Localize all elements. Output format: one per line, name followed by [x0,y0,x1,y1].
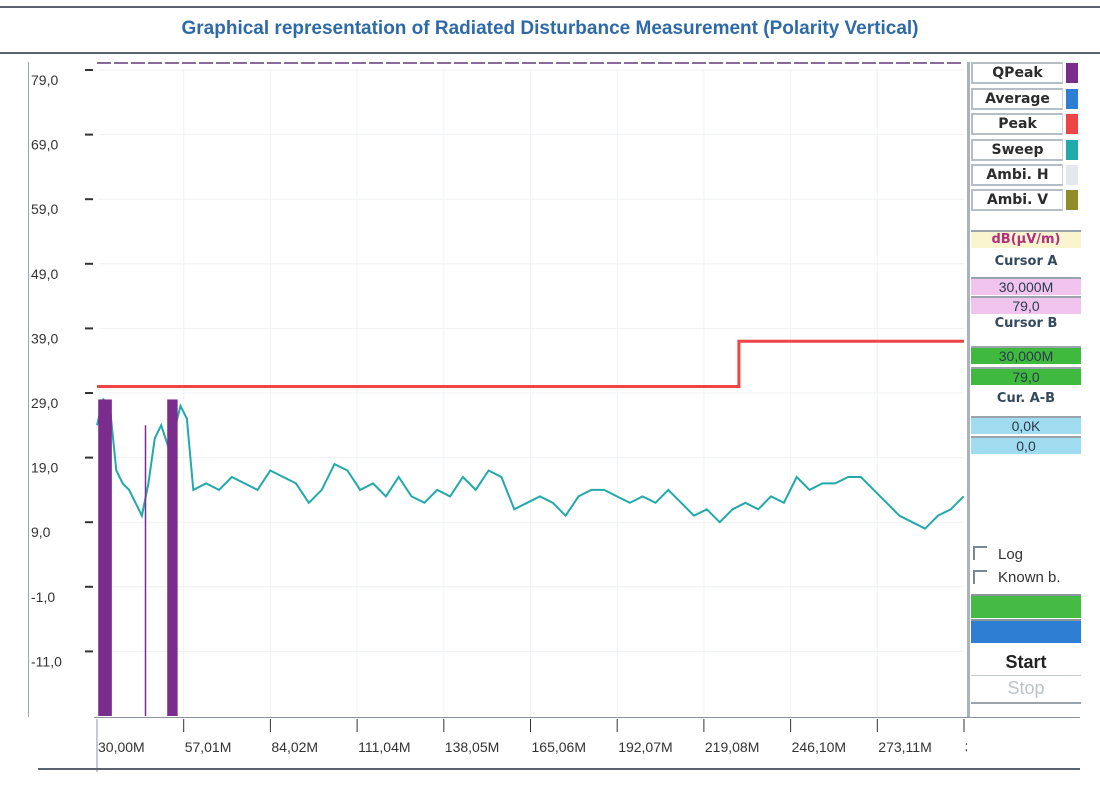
y-tick-label: 19,0 [31,460,58,476]
x-tick-label: 246,10M [792,739,846,755]
qpeak-bar [173,399,178,716]
x-tick-label: 111,04M [358,739,410,755]
known-b-label: Known b. [998,569,1061,586]
panel-edge [967,62,970,717]
y-tick-label: 49,0 [31,266,58,282]
unit-label: dB(µV/m) [971,230,1081,248]
y-tick-label: 29,0 [31,395,58,411]
top-rule [0,6,1100,8]
legend-swatch [1066,165,1078,185]
x-tick-label: 138,05M [445,739,499,755]
x-tick-label: 165,06M [532,739,586,755]
legend-swatch [1066,63,1078,83]
qpeak-bar [170,399,175,716]
qpeak-bar [101,399,106,716]
known-b-checkbox[interactable] [973,570,987,584]
chart-canvas: 79,0 69,0 59,0 49,0 39,0 29,0 19,0 9,0 -1,0 -11,0… [31,62,967,772]
qpeak-bar [104,399,109,716]
qpeak-bar [107,399,112,716]
legend-item-qpeak[interactable]: QPeak [971,62,1063,84]
button-divider [971,675,1081,676]
legend-swatch [1066,89,1078,109]
plot-area[interactable]: 79,0 69,0 59,0 49,0 39,0 29,0 19,0 9,0 -1,0 -11,0… [28,62,967,772]
blue-bar-button[interactable] [971,619,1081,643]
title-rule [0,52,1100,54]
cursor-a-freq[interactable]: 30,000M [971,277,1081,295]
panel-bottom-rule [971,702,1081,704]
cursor-diff-freq: 0,0K [971,416,1081,434]
peak-line [97,339,964,388]
cursor-b-label: Cursor B [994,316,1058,331]
y-tick-label: 39,0 [31,330,58,346]
x-tick-label: 219,08M [705,739,759,755]
legend-item-sweep[interactable]: Sweep [971,139,1063,161]
legend-item-average[interactable]: Average [971,88,1063,110]
log-checkbox[interactable] [973,546,987,560]
x-tick-label: 84,02M [271,739,318,755]
start-button[interactable]: Start [1005,652,1047,672]
y-tick-label: 9,0 [31,524,51,540]
cursor-b-freq[interactable]: 30,000M [971,346,1081,364]
x-tick-label: 273,11M [878,739,931,755]
y-tick-label: 79,0 [31,72,58,88]
y-tick-label: 59,0 [31,201,58,217]
qpeak-bar [98,399,103,716]
legend-panel: QPeak Average Peak Sweep Ambi. H Ambi. V dB(µ… [967,62,1081,717]
cursor-a-label: Cursor A [994,254,1058,269]
stop-button[interactable]: Stop [1007,678,1045,698]
bottom-rule [38,768,1080,770]
qpeak-bar [167,399,172,716]
legend-swatch [1066,190,1078,210]
x-tick-label: 300,12M [965,739,967,755]
chart-title: Graphical representation of Radiated Dis… [181,18,919,39]
green-bar-button[interactable] [971,594,1081,618]
cursor-diff-level: 0,0 [971,436,1081,454]
y-tick-label: -11,0 [31,653,62,669]
y-tick-label: 69,0 [31,137,58,153]
cursor-b-level[interactable]: 79,0 [971,367,1081,385]
legend-item-peak[interactable]: Peak [971,113,1063,135]
cursor-diff-label: Cur. A-B [996,391,1056,406]
x-tick-label: 192,07M [618,739,672,755]
y-tick-label: -1,0 [31,589,55,605]
legend-swatch [1066,140,1078,160]
log-label: Log [998,546,1024,563]
x-axis-line [94,717,1080,718]
legend-swatch [1066,114,1078,134]
cursor-a-level[interactable]: 79,0 [971,296,1081,314]
x-tick-label: 30,00M [98,739,145,755]
legend-item-ambi-h[interactable]: Ambi. H [971,164,1063,186]
x-tick-label: 57,01M [185,739,232,755]
legend-item-ambi-v[interactable]: Ambi. V [971,189,1063,211]
qpeak-bar [144,425,147,716]
